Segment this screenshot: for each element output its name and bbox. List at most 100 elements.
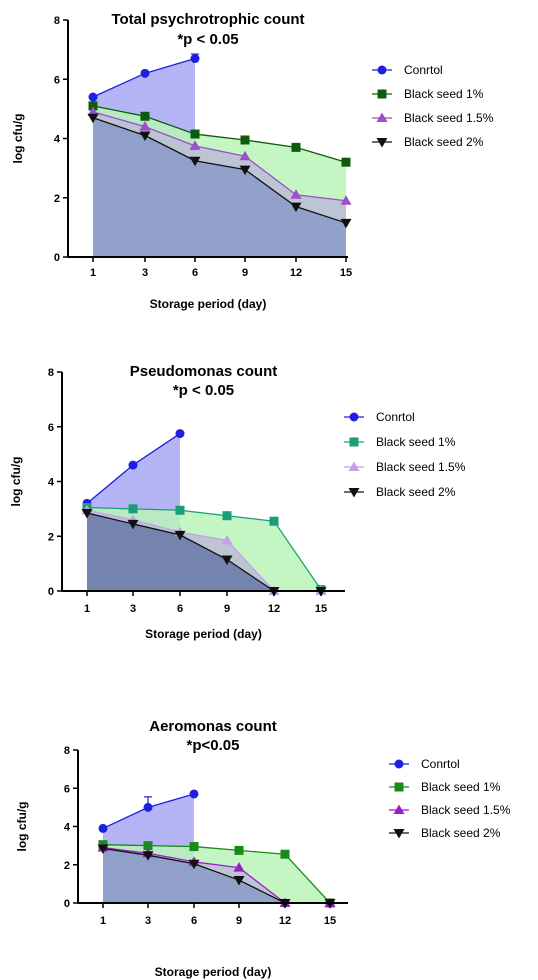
y-tick-label: 6 <box>48 422 54 434</box>
y-tick-label: 0 <box>64 898 70 910</box>
x-axis-label: Storage period (day) <box>155 965 272 979</box>
y-tick-label: 2 <box>64 860 70 872</box>
chart-title: Total psychrotrophic count <box>111 11 304 28</box>
data-point-series-2 <box>175 505 185 515</box>
y-axis-label: log cfu/g <box>9 457 23 507</box>
legend-marker-3 <box>376 112 388 122</box>
data-point-series-2 <box>190 129 200 139</box>
data-point-series-2 <box>291 142 301 152</box>
data-point-series-4 <box>290 202 302 213</box>
data-point-series-2 <box>269 516 279 526</box>
data-point-series-3 <box>87 106 99 116</box>
data-point-series-2 <box>143 841 153 851</box>
legend-label-2: Black seed 1% <box>376 435 456 449</box>
x-tick-label: 3 <box>142 267 148 279</box>
x-tick-label: 6 <box>191 915 197 927</box>
data-point-series-4 <box>97 844 109 854</box>
legend-marker-4 <box>376 138 388 148</box>
x-axis-label: Storage period (day) <box>150 297 267 311</box>
data-point-series-1 <box>143 802 153 812</box>
x-tick-label: 1 <box>90 267 96 279</box>
y-axis-label: log cfu/g <box>11 114 25 164</box>
chart-3: 0 2 4 6 8 1 3 6 9 12 15 Aeromonas count *p<0.05 Stora… <box>15 718 511 979</box>
data-point-series-2 <box>280 849 290 859</box>
data-point-series-3 <box>239 150 251 161</box>
x-tick-label: 15 <box>324 915 336 927</box>
data-point-series-1 <box>190 54 200 64</box>
legend-marker-3 <box>348 461 360 471</box>
data-point-series-1 <box>98 823 108 833</box>
y-tick-label: 6 <box>54 74 60 86</box>
x-tick-label: 15 <box>340 267 352 279</box>
area-fill-series-4 <box>103 848 330 903</box>
legend-label-3: Black seed 1.5% <box>404 111 494 125</box>
chart-2: 0 2 4 6 8 1 3 6 9 12 15 Pseudomonas count *p < 0.05 S… <box>9 363 466 641</box>
x-tick-label: 12 <box>290 267 302 279</box>
series-line-2 <box>86 506 322 590</box>
data-point-series-1 <box>88 92 98 102</box>
data-point-series-1 <box>175 429 185 439</box>
chart-title: Pseudomonas count <box>130 363 278 380</box>
chart-subtitle: *p < 0.05 <box>177 31 238 48</box>
data-point-series-4 <box>127 519 139 530</box>
series-line-4 <box>92 117 347 224</box>
data-point-series-4 <box>189 156 201 167</box>
data-point-series-2 <box>222 511 232 521</box>
y-tick-label: 4 <box>48 477 55 489</box>
legend-marker-2 <box>377 89 387 99</box>
y-axis-label: log cfu/g <box>15 802 29 852</box>
legend: Conrtol Black seed 1% Black seed 1.5% Black… <box>372 63 494 149</box>
data-point-series-1 <box>140 68 150 78</box>
series-line-2 <box>92 105 347 163</box>
data-point-series-4 <box>233 876 245 886</box>
y-tick-label: 6 <box>64 783 70 795</box>
x-tick-label: 12 <box>279 915 291 927</box>
legend: Conrtol Black seed 1% Black seed 1.5% Black… <box>344 410 466 499</box>
legend: Conrtol Black seed 1% Black seed 1.5% Black… <box>389 757 511 840</box>
legend-label-2: Black seed 1% <box>421 780 501 794</box>
legend-marker-3 <box>393 804 405 814</box>
y-tick-label: 2 <box>48 531 54 543</box>
data-point-series-4 <box>174 530 186 541</box>
x-tick-label: 12 <box>268 603 280 615</box>
data-point-series-4 <box>139 131 151 142</box>
legend-label-1: Conrtol <box>404 63 443 77</box>
x-tick-label: 6 <box>192 267 198 279</box>
legend-label-4: Black seed 2% <box>404 135 484 149</box>
x-tick-label: 1 <box>84 603 90 615</box>
area-fill-series-4 <box>93 117 346 257</box>
y-tick-label: 2 <box>54 193 60 205</box>
y-tick-label: 8 <box>64 745 70 757</box>
legend-label-4: Black seed 2% <box>421 826 501 840</box>
data-point-series-2 <box>234 845 244 855</box>
data-point-series-4 <box>81 508 93 519</box>
legend-marker-1 <box>377 65 387 75</box>
data-point-series-4 <box>239 165 251 176</box>
data-point-series-2 <box>128 504 138 514</box>
y-tick-label: 8 <box>48 367 54 379</box>
data-point-series-4 <box>142 851 154 861</box>
x-tick-label: 9 <box>236 915 242 927</box>
legend-label-3: Black seed 1.5% <box>376 460 466 474</box>
series-line-3 <box>92 111 347 202</box>
legend-marker-2 <box>394 782 404 792</box>
legend-label-4: Black seed 2% <box>376 485 456 499</box>
data-point-series-4 <box>188 859 200 870</box>
x-tick-label: 3 <box>145 915 151 927</box>
legend-label-1: Conrtol <box>376 410 415 424</box>
y-tick-label: 8 <box>54 15 60 27</box>
legend-marker-1 <box>394 759 404 769</box>
legend-label-1: Conrtol <box>421 757 460 771</box>
data-point-series-2 <box>189 842 199 852</box>
data-point-series-3 <box>340 195 352 205</box>
data-point-series-2 <box>240 135 250 145</box>
x-tick-label: 9 <box>242 267 248 279</box>
area-fill-series-4 <box>87 512 321 591</box>
x-tick-label: 3 <box>130 603 136 615</box>
data-point-series-4 <box>221 555 233 566</box>
legend-label-2: Black seed 1% <box>404 87 484 101</box>
chart-subtitle: *p < 0.05 <box>173 382 234 399</box>
data-point-series-1 <box>189 789 199 799</box>
data-point-series-2 <box>88 101 98 111</box>
